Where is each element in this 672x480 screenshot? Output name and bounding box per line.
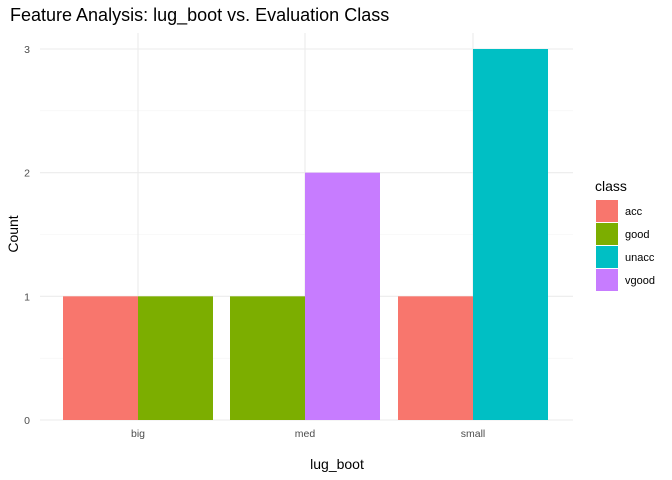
chart-title: Feature Analysis: lug_boot vs. Evaluatio… [10,5,389,26]
bar-med-vgood [305,172,380,420]
legend-label-acc: acc [625,206,643,218]
y-tick-label: 2 [24,168,30,180]
legend-key-acc [596,200,618,222]
y-tick-label: 1 [24,291,30,303]
bar-med-good [230,296,305,420]
y-tick-labels: 0 1 2 3 [24,44,30,427]
bars [63,49,548,420]
y-tick-label: 0 [24,415,30,427]
legend-key-unacc [596,246,618,268]
bar-small-unacc [473,49,548,420]
legend-key-vgood [596,269,618,291]
bar-big-good [138,296,213,420]
legend-key-good [596,223,618,245]
legend-label-good: good [625,229,649,241]
x-tick-labels: big med small [131,428,485,440]
legend-title: class [595,178,627,194]
x-tick-label: med [295,428,316,440]
x-tick-label: small [461,428,486,440]
legend-label-vgood: vgood [625,275,655,287]
y-axis-label: Count [5,215,21,252]
x-tick-label: big [131,428,145,440]
bar-big-acc [63,296,138,420]
legend: class acc good unacc vgood [595,178,655,291]
bar-small-acc [398,296,473,420]
legend-label-unacc: unacc [625,252,655,264]
y-tick-label: 3 [24,44,30,56]
x-axis-label: lug_boot [310,456,364,472]
